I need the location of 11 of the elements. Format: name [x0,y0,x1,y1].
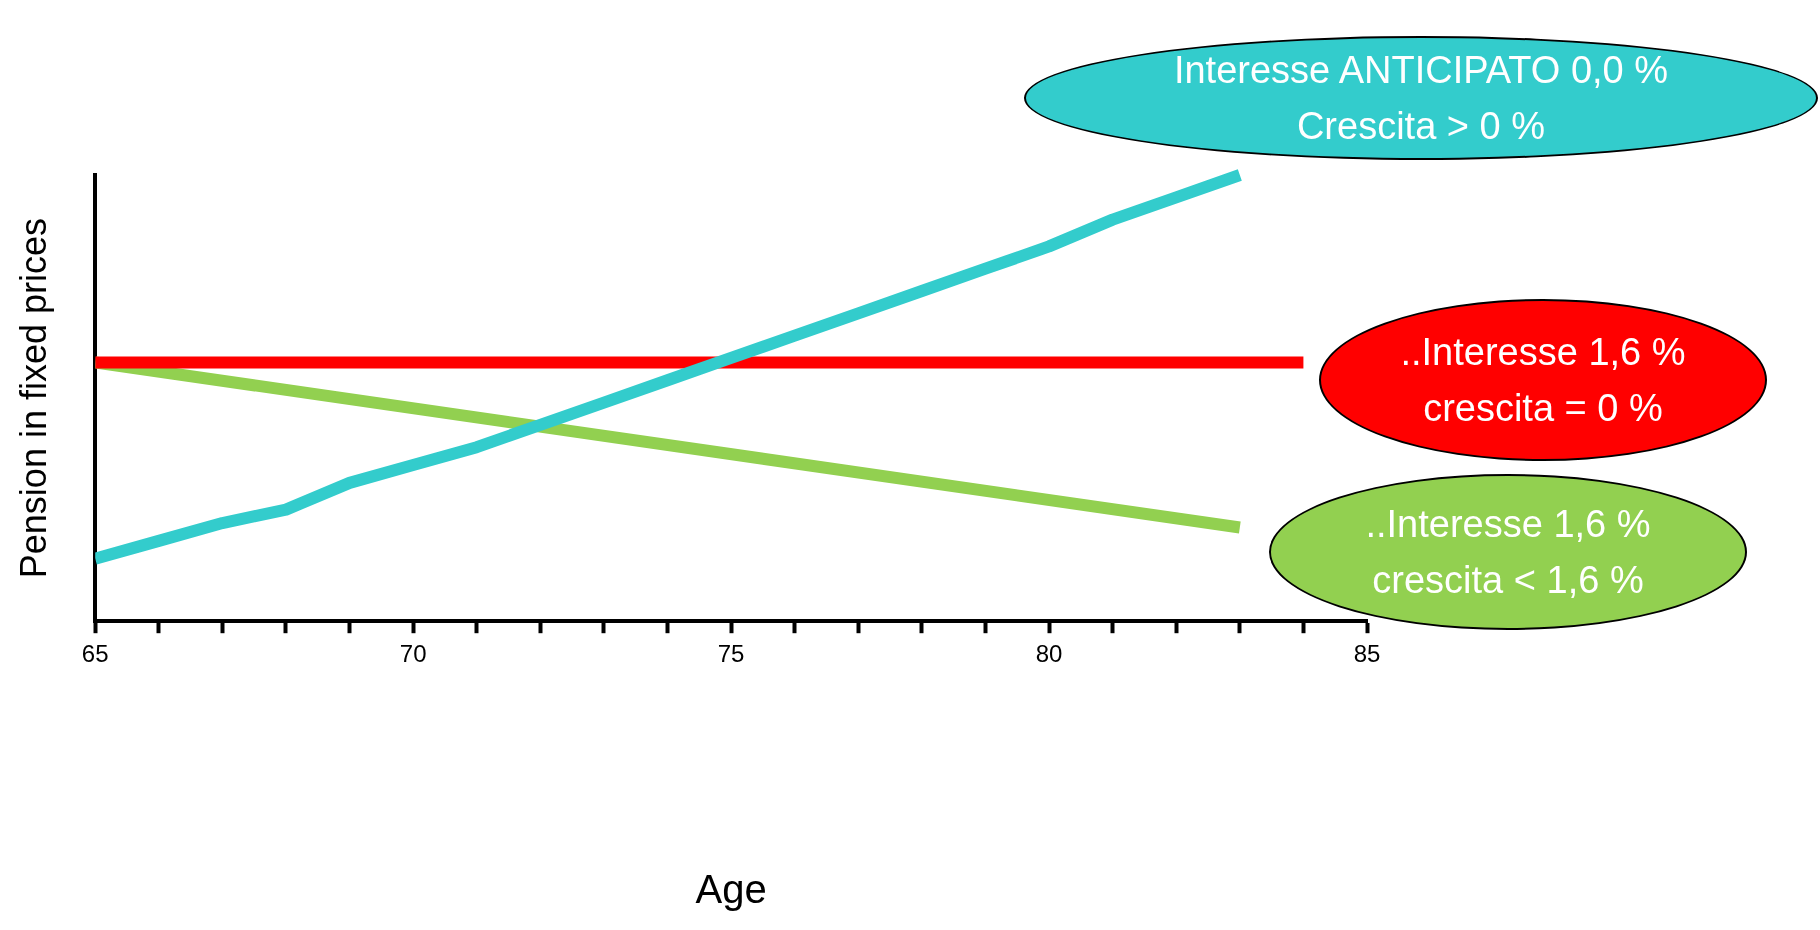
x-axis-title: Age [695,867,767,912]
x-tick-label: 85 [1353,640,1381,668]
x-tick-label: 70 [399,640,427,668]
x-tick-label: 80 [1035,640,1063,668]
y-axis-title: Pension in fixed prices [12,218,54,579]
annotation: ..Interesse 1,6 % crescita < 1,6 % [1365,502,1651,603]
oval-callout: ..Interesse 1,6 % crescita < 1,6 % [1269,474,1747,630]
x-tick-label: 65 [81,640,109,668]
oval-callout: ..Interesse 1,6 % crescita = 0 % [1319,299,1767,461]
x-tick-label: 75 [717,640,745,668]
oval-callout: Interesse ANTICIPATO 0,0 % Crescita > 0 % [1024,36,1818,160]
